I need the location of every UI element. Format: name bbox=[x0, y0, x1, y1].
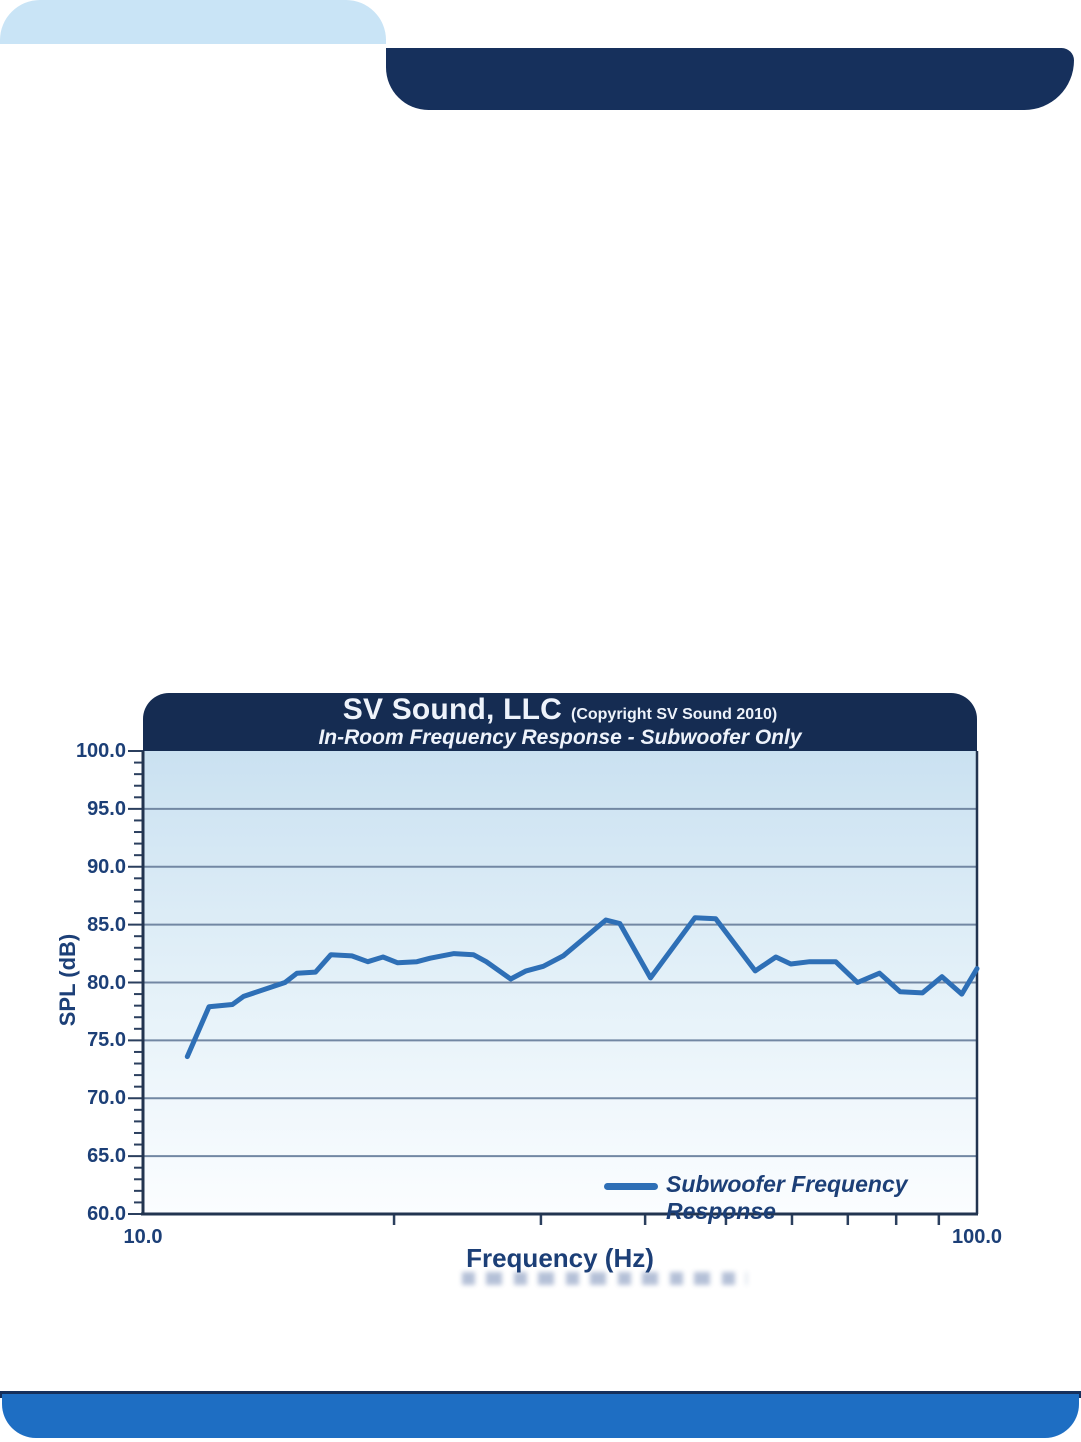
chart-subtitle: In-Room Frequency Response - Subwoofer O… bbox=[318, 726, 802, 750]
print-bleed-artifact bbox=[462, 1272, 747, 1285]
top-header-bar-decoration bbox=[386, 48, 1074, 110]
y-tick-label: 70.0 bbox=[87, 1087, 126, 1110]
top-left-tab-decoration bbox=[0, 0, 386, 44]
frequency-response-plot bbox=[128, 750, 980, 1225]
chart-title-row: SV Sound, LLC (Copyright SV Sound 2010) bbox=[343, 695, 778, 725]
bottom-footer-bar-decoration bbox=[2, 1394, 1079, 1438]
y-tick-label: 75.0 bbox=[87, 1029, 126, 1052]
legend-line-swatch bbox=[604, 1183, 658, 1190]
chart-title: SV Sound, LLC bbox=[342, 693, 562, 727]
y-tick-label: 85.0 bbox=[87, 913, 126, 936]
y-tick-label: 95.0 bbox=[87, 797, 126, 820]
y-tick-label: 80.0 bbox=[87, 971, 126, 994]
y-tick-label: 60.0 bbox=[87, 1203, 126, 1225]
legend-label: Subwoofer Frequency Response bbox=[666, 1171, 908, 1224]
y-tick-label: 90.0 bbox=[87, 855, 126, 878]
chart-header: SV Sound, LLC (Copyright SV Sound 2010) … bbox=[143, 693, 977, 751]
x-tick-label: 100.0 bbox=[951, 1226, 1003, 1248]
y-tick-label: 100.0 bbox=[75, 740, 126, 762]
x-axis-title: Frequency (Hz) bbox=[466, 1243, 654, 1273]
x-tick-label: 10.0 bbox=[123, 1226, 163, 1248]
chart-title-copyright: (Copyright SV Sound 2010) bbox=[571, 706, 778, 724]
y-tick-label: 65.0 bbox=[87, 1145, 126, 1168]
